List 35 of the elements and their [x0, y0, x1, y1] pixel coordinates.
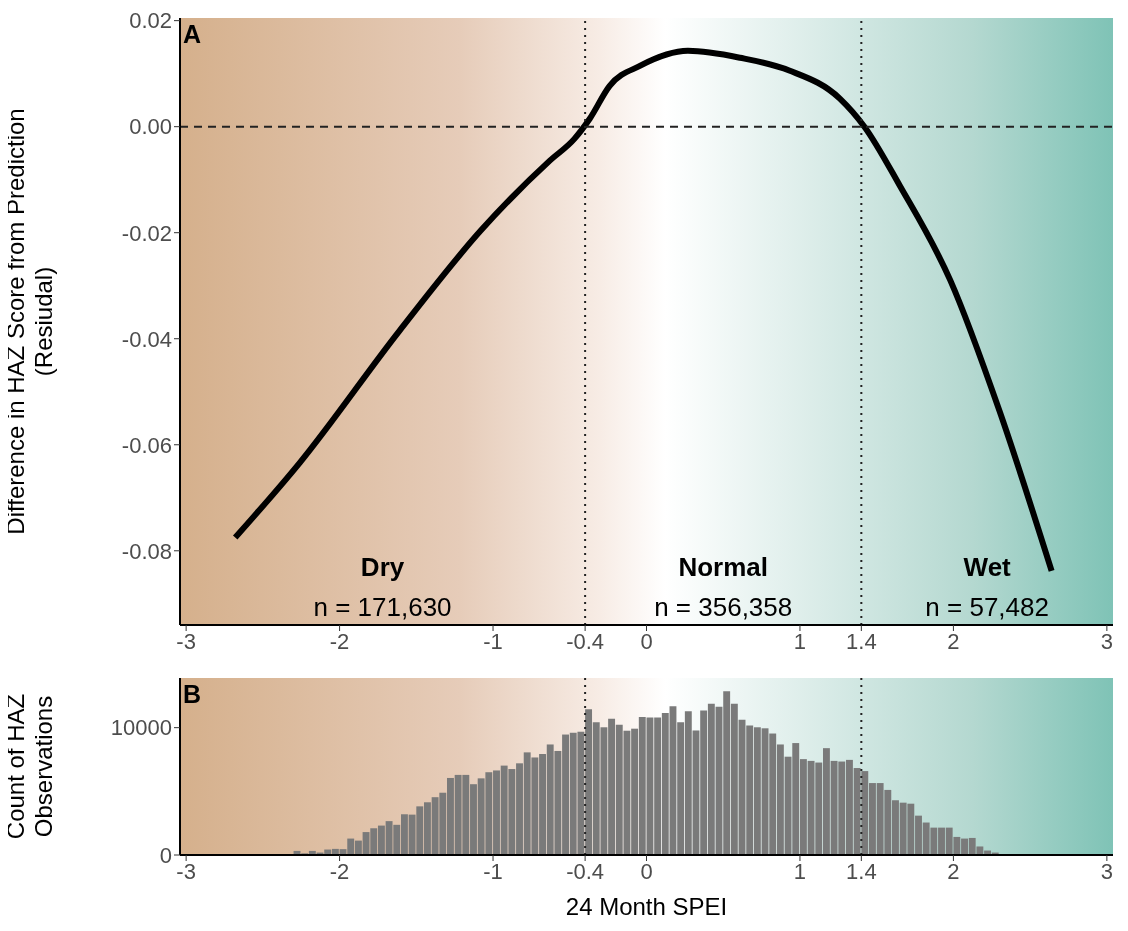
annotation: Wet: [963, 551, 1011, 583]
annotation: n = 356,358: [654, 591, 793, 623]
y-tick-label: -0.08: [121, 538, 172, 564]
y-tick-label: -0.06: [121, 432, 172, 458]
x-tick-label: -2: [329, 628, 350, 654]
x-tick-label: -0.4: [566, 858, 605, 884]
x-tick-label: -3: [176, 628, 196, 654]
annotation: Normal: [678, 551, 769, 583]
y-tick-label: 0.02: [129, 8, 172, 34]
y-tick-label: 0: [159, 842, 172, 868]
x-axis-title: 24 Month SPEI: [565, 893, 728, 920]
x-tick-label: -1: [483, 858, 503, 884]
x-tick-label: -3: [176, 858, 196, 884]
y-tick-label: -0.04: [121, 326, 172, 352]
y-tick-label: 10000: [110, 715, 172, 741]
x-tick-label: 1: [793, 628, 807, 654]
y-tick-label: 0.00: [129, 114, 172, 140]
x-tick-label: 1.4: [846, 628, 877, 654]
annotation: Dry: [360, 551, 405, 583]
x-tick-label: 3: [1100, 628, 1113, 654]
x-tick-label: 1.4: [846, 858, 877, 884]
x-tick-label: 3: [1100, 858, 1113, 884]
x-tick-label: -2: [329, 858, 350, 884]
chart-title: B: [183, 680, 202, 709]
chart-title: A: [183, 20, 202, 49]
x-tick-label: 2: [947, 628, 960, 654]
x-tick-label: -1: [483, 628, 503, 654]
x-tick-label: 1: [793, 858, 807, 884]
y-tick-label: -0.02: [121, 220, 172, 246]
annotation: n = 171,630: [313, 591, 452, 623]
x-tick-label: 2: [947, 858, 960, 884]
x-tick-label: 0: [640, 628, 653, 654]
x-tick-label: -0.4: [566, 628, 605, 654]
x-tick-label: 0: [640, 858, 653, 884]
annotation: n = 57,482: [925, 591, 1049, 623]
